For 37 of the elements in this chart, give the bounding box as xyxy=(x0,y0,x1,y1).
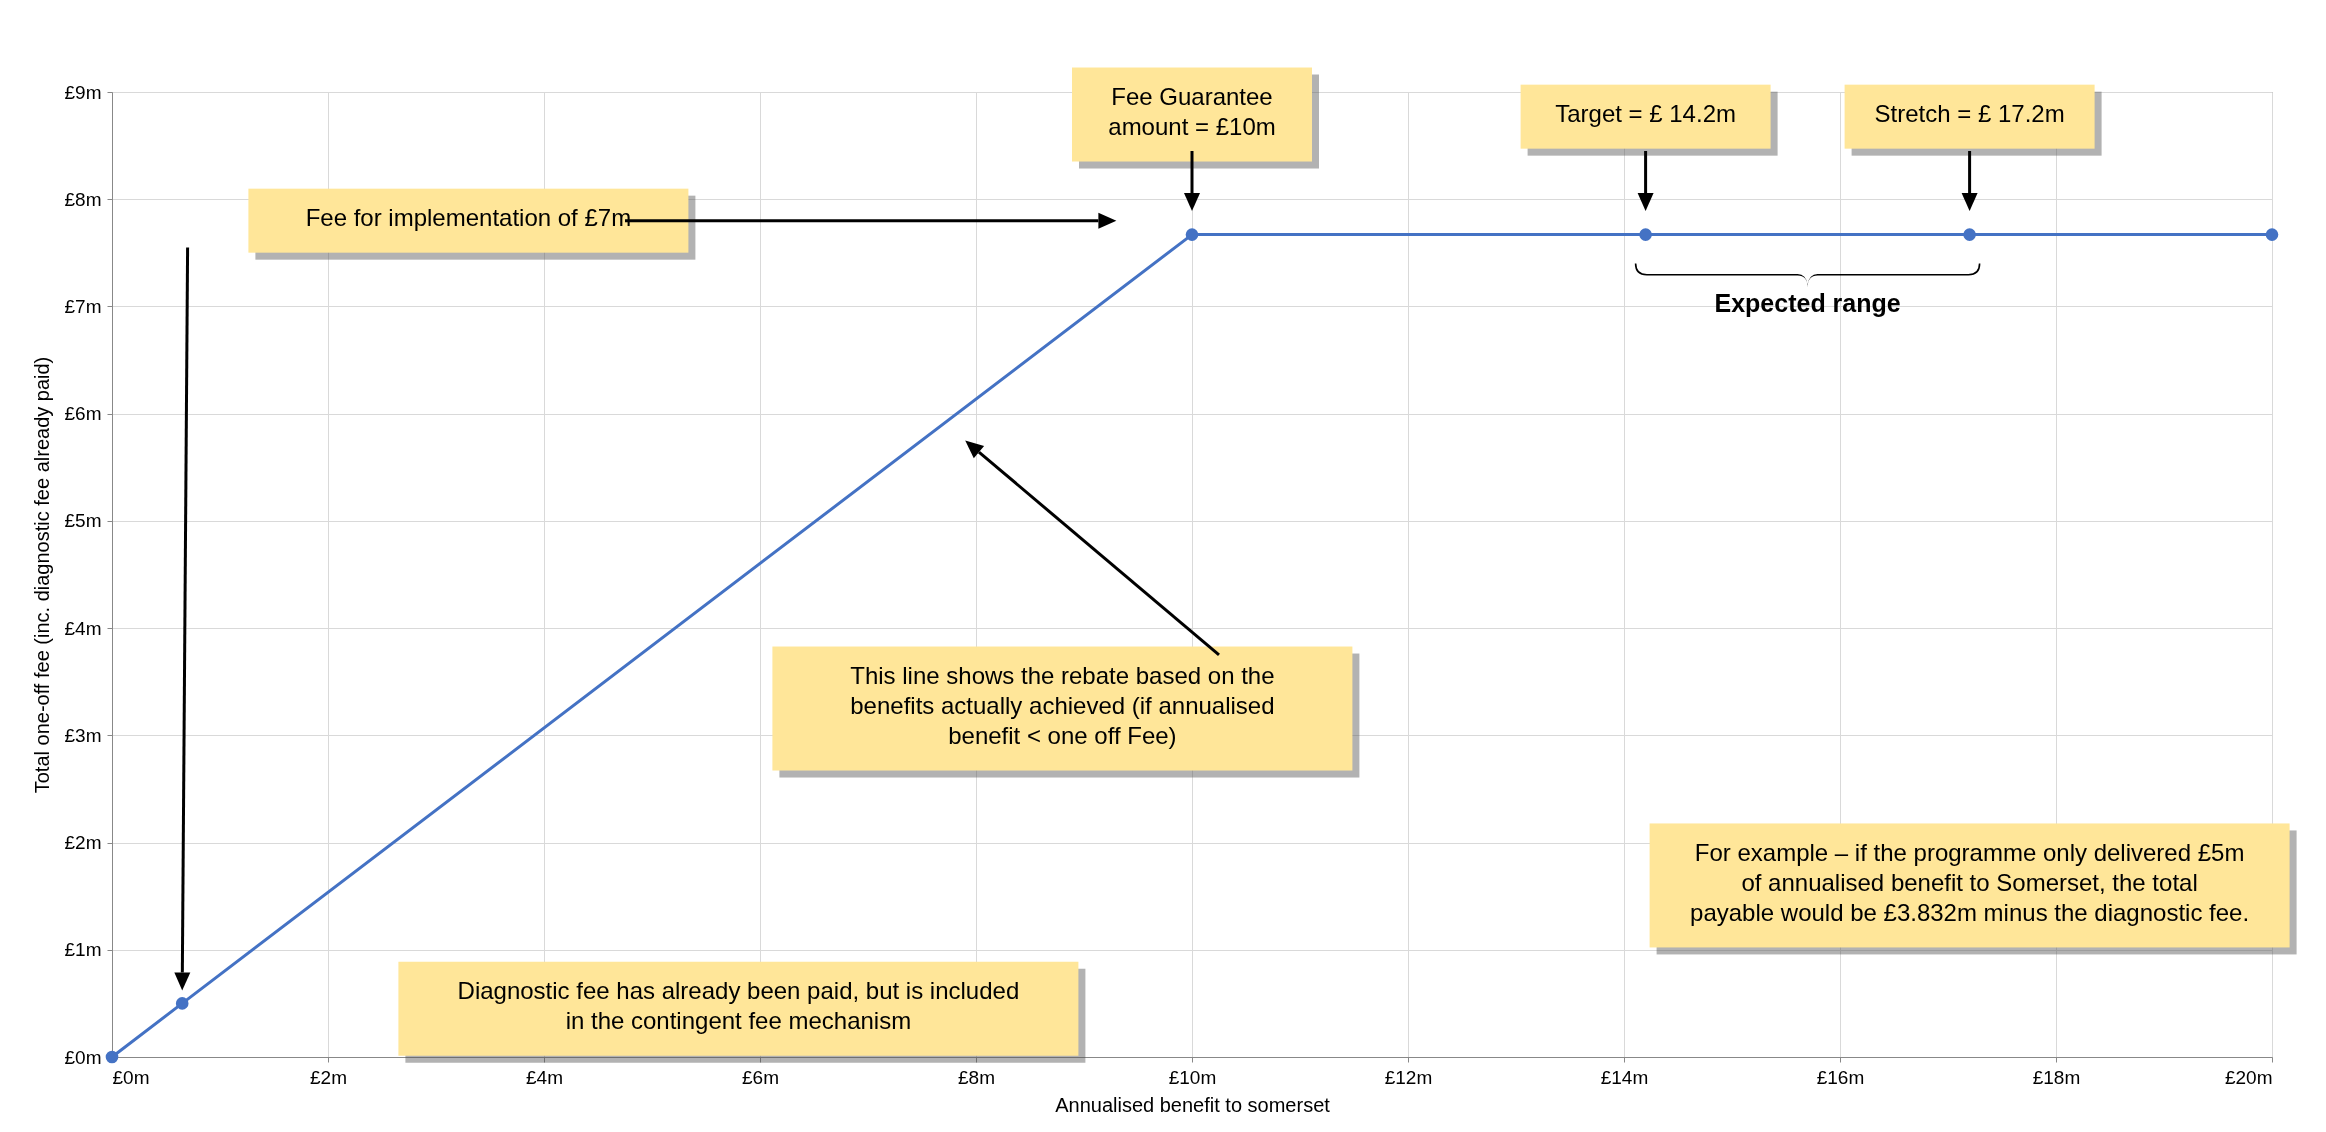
y-tick-label: £6m xyxy=(64,403,102,425)
x-tick-label: £18m xyxy=(2032,1066,2081,1088)
y-tick-label: £9m xyxy=(64,81,102,103)
point xyxy=(175,997,189,1010)
x-axis-title: Annualised benefit to somerset xyxy=(1055,1093,1331,1116)
point xyxy=(1963,228,1976,241)
annotation: Target = £ 14.2m xyxy=(1555,100,1736,128)
annotation: Fee for implementation of £7m xyxy=(305,204,632,232)
point xyxy=(2265,228,2279,241)
annotation: Fee Guarantee amount = £10m xyxy=(1108,82,1276,140)
y-tick-label: £7m xyxy=(64,295,102,317)
y-tick-label: £3m xyxy=(64,724,102,746)
x-tick-label: £10m xyxy=(1168,1066,1217,1088)
annotation: This line shows the rebate based on the benefits actually achieved (if annualised benefit < one off Fee) xyxy=(850,661,1275,749)
y-axis-title: Total one-off fee (inc. diagnostic fee already paid) xyxy=(30,356,53,794)
point xyxy=(1639,228,1652,241)
x-tick-label: £6m xyxy=(742,1066,779,1088)
y-tick-label: £0m xyxy=(64,1046,102,1068)
x-tick-label: £14m xyxy=(1600,1066,1649,1088)
x-tick-label: £8m xyxy=(958,1066,995,1088)
x-tick-label: £12m xyxy=(1384,1066,1433,1088)
x-tick-label: £4m xyxy=(526,1066,563,1088)
x-tick-label: £0m xyxy=(112,1066,150,1088)
x-tick-label: £16m xyxy=(1816,1066,1865,1088)
y-tick-label: £8m xyxy=(64,188,102,210)
y-tick-label: £1m xyxy=(64,939,102,961)
y-tick-label: £4m xyxy=(64,617,102,639)
point xyxy=(105,1050,119,1064)
x-tick-label: £2m xyxy=(310,1066,347,1088)
annotation: For example – if the programme only delivered £5m of annualised benefit to Somerset, the total payable would be £3.832m minus the diagnostic fee. xyxy=(1690,838,2250,926)
annotation: Diagnostic fee has already been paid, but is included in the contingent fee mechanism xyxy=(457,977,1020,1035)
y-tick-label: £2m xyxy=(64,832,102,854)
y-tick-label: £5m xyxy=(64,510,102,532)
annotation: Expected range xyxy=(1714,288,1901,317)
x-tick-label: £20m xyxy=(2224,1066,2273,1088)
annotation: Stretch = £ 17.2m xyxy=(1874,100,2065,128)
point xyxy=(1185,228,1199,241)
